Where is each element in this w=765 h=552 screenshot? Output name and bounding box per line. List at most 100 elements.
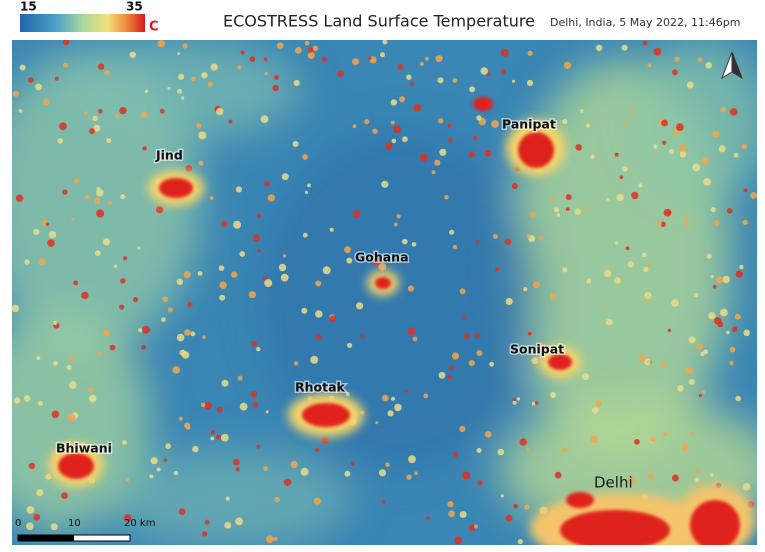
village-dot [731,326,738,333]
village-dot [45,473,52,480]
village-dot [307,51,315,60]
village-dot [263,466,268,471]
village-dot [24,259,30,265]
village-dot [505,297,513,306]
village-dot [660,362,667,368]
village-dot [12,304,20,313]
village-dot [590,435,598,444]
village-dot [352,210,361,218]
village-dot [176,333,185,342]
village-dot [98,109,103,114]
legend-unit: C [149,20,159,35]
village-dot [202,531,208,537]
village-dot [634,439,640,445]
village-dot [562,118,568,125]
village-dot [462,471,471,480]
village-dot [420,153,428,162]
village-dot [696,343,703,350]
village-dot [88,387,94,393]
village-dot [690,431,695,436]
village-dot [300,467,309,476]
village-dot [447,123,452,129]
village-dot [489,361,494,367]
village-dot [667,328,672,333]
village-dot [459,511,467,518]
village-dot [662,140,667,145]
village-dot [454,536,463,545]
village-dot [282,254,287,258]
village-dot [368,56,372,60]
village-dot [394,222,398,227]
village-dot [561,447,568,453]
village-dot [413,104,421,112]
village-dot [625,246,630,251]
village-dot [528,235,536,243]
village-dot [329,315,337,323]
village-dot [232,458,240,466]
village-dot [562,267,568,273]
village-dot [102,329,110,337]
village-dot [644,291,652,299]
village-dot [95,250,101,256]
village-dot [399,96,405,103]
village-dot [549,196,554,202]
village-dot [281,173,289,181]
village-dot [273,75,279,80]
village-dot [280,273,289,282]
village-dot [448,138,453,143]
village-dot [563,61,572,69]
village-dot [160,155,166,161]
village-dot [643,266,649,272]
village-dot [656,221,662,226]
scale-bar: 0 10 20 km [15,518,155,542]
village-dot [603,269,612,278]
village-dot [237,375,243,381]
village-dot [307,47,314,53]
village-dot [735,395,741,402]
village-dot [250,391,257,398]
village-dot [641,252,647,258]
village-dot [19,64,26,71]
village-dot [605,318,613,326]
village-dot [538,342,547,351]
village-dot [96,189,104,197]
village-dot [315,310,323,318]
village-dot [705,62,712,69]
village-dot [718,145,726,153]
village-dot [531,401,536,406]
village-dot [210,436,215,441]
village-dot [12,90,19,97]
village-dot [225,496,230,501]
village-dot [185,165,193,173]
village-dot [119,304,125,310]
place-label: Panipat [502,117,556,132]
village-dot [512,397,517,402]
village-dot [500,69,506,75]
village-dot [615,241,619,245]
village-dot [385,142,393,150]
village-dot [697,483,701,488]
village-dot [161,317,166,322]
village-dot [688,336,696,344]
village-dot [448,510,455,518]
village-dot [202,335,206,339]
village-dot [62,40,70,46]
village-dot [549,391,557,399]
village-dot [575,144,582,151]
village-dot [96,186,101,191]
village-dot [606,197,610,201]
village-dot [372,257,381,266]
village-dot [406,474,412,480]
village-dot [172,366,180,374]
village-dot [584,205,589,211]
village-dot [452,244,458,250]
village-dot [304,190,309,194]
village-dot [156,206,164,214]
village-dot [621,44,628,51]
village-dot [701,157,709,165]
legend-max: 35 [126,0,143,14]
place-label: Sonipat [510,342,564,357]
village-dot [735,270,744,278]
village-dot [84,194,90,200]
